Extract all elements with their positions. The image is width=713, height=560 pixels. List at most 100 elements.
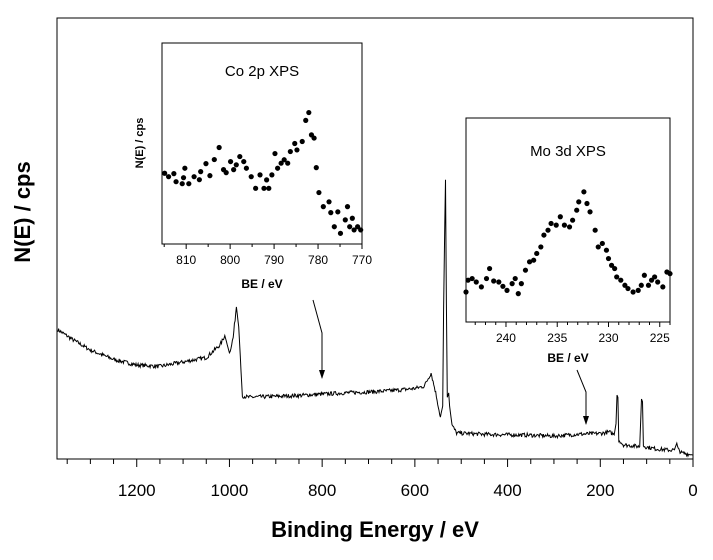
data-point xyxy=(463,289,469,295)
inset-frame xyxy=(161,42,363,245)
data-point xyxy=(574,207,580,213)
data-point xyxy=(351,227,357,233)
data-point xyxy=(294,147,300,153)
data-point xyxy=(237,153,243,160)
data-point xyxy=(328,210,334,216)
inset-x-tick-label: 225 xyxy=(650,331,670,345)
data-point xyxy=(316,189,322,196)
data-point xyxy=(566,224,573,230)
data-point xyxy=(557,214,563,220)
data-point xyxy=(548,220,554,227)
data-point xyxy=(326,199,332,205)
x-tick-label: 1000 xyxy=(211,481,249,500)
data-point xyxy=(186,181,192,187)
data-point xyxy=(630,289,636,295)
data-point xyxy=(306,109,312,116)
inset-x-tick-label: 770 xyxy=(352,253,372,267)
data-point xyxy=(162,170,168,176)
inset-x-tick-label: 790 xyxy=(264,253,284,267)
data-point xyxy=(173,179,179,185)
mo-annotation-arrowhead xyxy=(583,416,589,425)
x-tick-label: 800 xyxy=(308,481,336,500)
data-point xyxy=(648,277,655,283)
data-point xyxy=(269,172,275,178)
data-point xyxy=(496,279,502,285)
data-point xyxy=(531,257,537,263)
data-point xyxy=(603,247,610,253)
mo-3d-inset: 240 235 230 225 xyxy=(463,117,673,345)
data-point xyxy=(207,173,213,179)
data-point xyxy=(605,255,612,262)
data-point xyxy=(216,144,222,151)
data-point xyxy=(587,209,593,215)
data-point xyxy=(612,265,618,272)
data-point xyxy=(581,189,587,195)
data-point xyxy=(469,275,475,282)
y-axis-label: N(E) / cps xyxy=(10,161,35,262)
data-point xyxy=(337,230,344,236)
data-point xyxy=(655,279,661,285)
data-point xyxy=(667,271,673,277)
data-point xyxy=(313,165,319,171)
data-point xyxy=(518,281,524,287)
data-point xyxy=(285,160,291,166)
inset-x-tick-label: 780 xyxy=(308,253,328,267)
inset-frame xyxy=(465,117,671,323)
data-point xyxy=(584,200,590,207)
data-point xyxy=(171,171,177,177)
data-point xyxy=(522,267,529,273)
data-point xyxy=(486,265,493,272)
data-point xyxy=(641,272,647,278)
mo-inset-x-label: BE / eV xyxy=(547,351,588,365)
data-point xyxy=(223,170,229,176)
data-point xyxy=(281,157,287,163)
co-annotation-leader xyxy=(312,299,323,378)
data-point xyxy=(541,232,547,238)
data-point xyxy=(553,222,559,228)
data-point xyxy=(349,215,355,221)
co-2p-inset: 810 800 790 780 770 xyxy=(161,42,372,267)
data-point xyxy=(358,227,364,233)
data-point xyxy=(500,283,506,289)
data-point xyxy=(576,199,582,205)
x-tick-label: 0 xyxy=(688,481,697,500)
mo-annotation-leader xyxy=(576,369,587,424)
data-point xyxy=(231,167,237,173)
data-point xyxy=(347,224,353,230)
data-point xyxy=(645,282,652,288)
data-point xyxy=(344,204,351,210)
data-point xyxy=(331,224,337,230)
data-point xyxy=(311,135,317,141)
data-point xyxy=(248,174,254,180)
data-point xyxy=(465,277,471,283)
data-point xyxy=(545,227,551,233)
inset-x-tick-label: 235 xyxy=(547,331,567,345)
data-point xyxy=(491,278,497,284)
data-point xyxy=(179,181,185,187)
data-point xyxy=(618,277,624,283)
data-point xyxy=(515,291,521,297)
data-point xyxy=(241,158,247,165)
data-point xyxy=(227,158,234,165)
data-point xyxy=(652,274,658,280)
co-inset-x-label: BE / eV xyxy=(241,277,282,291)
data-point xyxy=(266,185,272,191)
data-point xyxy=(614,274,620,280)
data-point xyxy=(257,172,263,178)
x-tick-label: 600 xyxy=(401,481,429,500)
inset-x-tick-label: 230 xyxy=(598,331,618,345)
data-point xyxy=(504,287,510,293)
data-point xyxy=(526,259,533,265)
data-point xyxy=(320,204,326,210)
data-point xyxy=(287,148,293,155)
data-point xyxy=(473,279,479,285)
co-annotation-arrowhead xyxy=(319,370,325,379)
data-point xyxy=(264,177,270,183)
data-point xyxy=(355,224,361,230)
data-point xyxy=(625,285,631,292)
inset-x-tick-label: 240 xyxy=(496,331,516,345)
data-point xyxy=(182,165,188,171)
survey-spectrum-line xyxy=(57,179,694,458)
data-point xyxy=(243,165,249,171)
data-point xyxy=(509,281,515,287)
